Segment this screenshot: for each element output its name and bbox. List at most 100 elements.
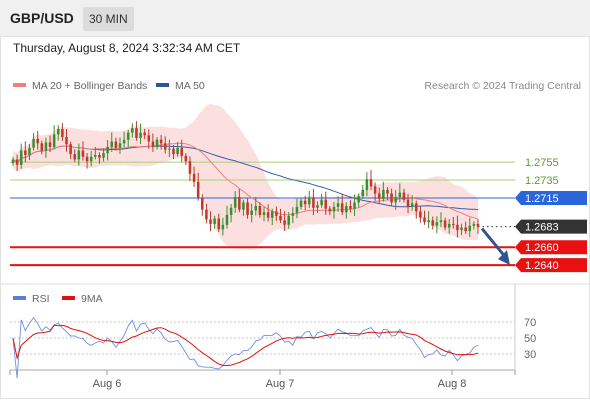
candle bbox=[98, 152, 101, 164]
candle-body bbox=[94, 154, 97, 157]
candle bbox=[336, 196, 340, 212]
candle bbox=[254, 196, 258, 216]
legend-9ma: 9MA bbox=[62, 293, 103, 305]
candle-body bbox=[382, 189, 385, 199]
candle bbox=[431, 216, 435, 230]
candle-body bbox=[233, 197, 237, 208]
candle bbox=[196, 172, 200, 201]
candle-body bbox=[225, 214, 229, 225]
candle-body bbox=[196, 181, 200, 198]
candle bbox=[414, 200, 418, 219]
candle-body bbox=[402, 192, 406, 200]
candle bbox=[266, 204, 270, 222]
candle-body bbox=[283, 220, 286, 225]
candle bbox=[172, 144, 175, 160]
candle-body bbox=[44, 142, 48, 151]
candle-body bbox=[464, 227, 467, 232]
candle bbox=[394, 190, 397, 210]
price-level-label: 1.2715 bbox=[525, 193, 559, 205]
candle-body bbox=[308, 197, 311, 205]
candle bbox=[168, 139, 171, 157]
timeframe-badge[interactable]: 30 MIN bbox=[83, 7, 134, 31]
candle bbox=[65, 129, 68, 152]
candle-body bbox=[155, 139, 159, 147]
candle bbox=[402, 188, 406, 203]
candle bbox=[332, 202, 336, 219]
candle-body bbox=[406, 199, 410, 207]
legend-ma50: MA 50 bbox=[156, 80, 205, 92]
candle bbox=[139, 123, 142, 145]
price-level-label: 1.2660 bbox=[525, 242, 559, 254]
candle-body bbox=[32, 138, 35, 148]
candle bbox=[439, 212, 443, 228]
candle-body bbox=[98, 154, 101, 158]
candle bbox=[19, 143, 23, 169]
candle-body bbox=[143, 132, 146, 136]
candle-body bbox=[11, 159, 15, 164]
candle-body bbox=[184, 155, 188, 162]
candle bbox=[122, 131, 126, 148]
candle bbox=[275, 206, 278, 221]
candle-body bbox=[377, 193, 381, 199]
candle bbox=[151, 133, 155, 152]
candle bbox=[44, 137, 48, 158]
candle-body bbox=[201, 197, 204, 210]
candle-body bbox=[468, 225, 472, 232]
rsi-tick-label: 70 bbox=[524, 317, 536, 329]
candle bbox=[398, 183, 402, 203]
candle bbox=[435, 216, 439, 234]
price-level-label: 1.2683 bbox=[525, 222, 559, 234]
candle-body bbox=[168, 148, 171, 150]
candle-body bbox=[106, 146, 109, 154]
candle bbox=[15, 154, 19, 172]
candle-body bbox=[357, 196, 360, 203]
candle bbox=[349, 200, 352, 213]
candle bbox=[246, 197, 249, 219]
candle-body bbox=[320, 199, 323, 206]
candle-body bbox=[349, 206, 352, 209]
legend-ma20: MA 20 + Bollinger Bands bbox=[13, 80, 147, 92]
candle-body bbox=[163, 143, 167, 150]
candle bbox=[464, 221, 467, 234]
candle bbox=[89, 150, 93, 167]
candle bbox=[468, 217, 472, 238]
candle-body bbox=[443, 220, 447, 228]
candle-body bbox=[332, 206, 336, 212]
pair-title: GBP/USD bbox=[10, 10, 74, 26]
candle bbox=[476, 219, 480, 234]
candle-body bbox=[299, 200, 303, 207]
forecast-arrow-shaft bbox=[480, 227, 509, 261]
candle-body bbox=[205, 209, 208, 220]
candle-body bbox=[56, 129, 60, 135]
candle-body bbox=[217, 218, 221, 230]
candle-body bbox=[258, 206, 262, 215]
candle bbox=[32, 132, 35, 151]
candle-body bbox=[246, 202, 249, 215]
forecast-arrow-head bbox=[498, 250, 510, 266]
candle bbox=[324, 191, 328, 215]
candle bbox=[159, 134, 163, 150]
candle-body bbox=[419, 211, 422, 218]
candle-body bbox=[439, 220, 443, 223]
candle bbox=[357, 193, 360, 208]
candle-body bbox=[118, 143, 122, 148]
candle bbox=[221, 217, 225, 236]
ma50-swatch bbox=[156, 83, 169, 88]
candle-body bbox=[135, 128, 138, 138]
candle-body bbox=[151, 141, 155, 147]
candle bbox=[316, 201, 319, 213]
ma20-swatch bbox=[13, 83, 26, 88]
candle bbox=[452, 216, 455, 229]
candle bbox=[143, 128, 146, 140]
price-level-badge bbox=[515, 240, 587, 255]
price-level-badge bbox=[515, 258, 587, 273]
candle bbox=[361, 185, 365, 199]
candle bbox=[353, 194, 356, 217]
candle-body bbox=[250, 210, 253, 215]
rsi-tick-label: 50 bbox=[524, 333, 536, 345]
candle-body bbox=[275, 211, 278, 216]
candle-body bbox=[122, 139, 126, 144]
candle bbox=[213, 215, 216, 229]
price-level-badge bbox=[515, 219, 587, 234]
candle-body bbox=[110, 141, 114, 147]
